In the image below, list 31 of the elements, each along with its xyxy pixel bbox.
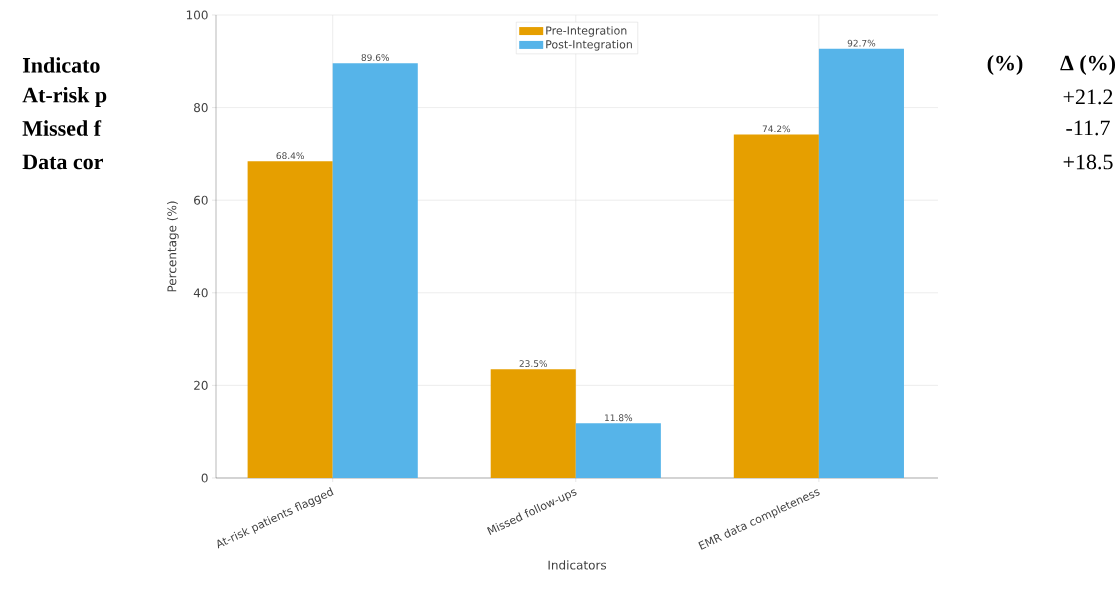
text: -11.7 <box>1066 120 1110 136</box>
legend-label: Pre-Integration <box>546 26 627 37</box>
data-label: 11.8% <box>605 414 633 422</box>
y-tick-label: 100 <box>186 10 208 20</box>
y-tick-label: 20 <box>194 380 208 390</box>
bar <box>247 161 333 478</box>
y-tick-label: 40 <box>193 288 208 298</box>
text: Data cor <box>22 154 103 170</box>
y-tick-label: 60 <box>194 195 208 205</box>
data-label: 74.2% <box>762 125 791 133</box>
text: +21.2 <box>1063 89 1113 105</box>
text: Missed f <box>22 120 102 136</box>
bar <box>733 134 819 478</box>
data-label: 23.5% <box>519 360 548 367</box>
bar <box>490 369 576 478</box>
data-label: 89.6% <box>361 54 390 61</box>
y-tick-label: 0 <box>201 473 208 483</box>
data-label: 92.7% <box>847 39 876 47</box>
text: Indicato <box>22 57 100 73</box>
data-label: 68.4% <box>276 152 304 160</box>
bar <box>575 423 661 478</box>
bar <box>332 63 418 478</box>
x-axis-title: Indicators <box>548 560 607 570</box>
text: (%) <box>987 55 1023 75</box>
y-tick-label: 80 <box>194 103 208 113</box>
y-axis-title: Percentage (%) <box>167 201 179 292</box>
text: +18.5 <box>1063 154 1113 170</box>
text: Δ (%) <box>1060 55 1116 75</box>
legend-label: Post-Integration <box>546 39 632 51</box>
bar <box>818 48 904 478</box>
text: At-risk p <box>22 87 107 107</box>
